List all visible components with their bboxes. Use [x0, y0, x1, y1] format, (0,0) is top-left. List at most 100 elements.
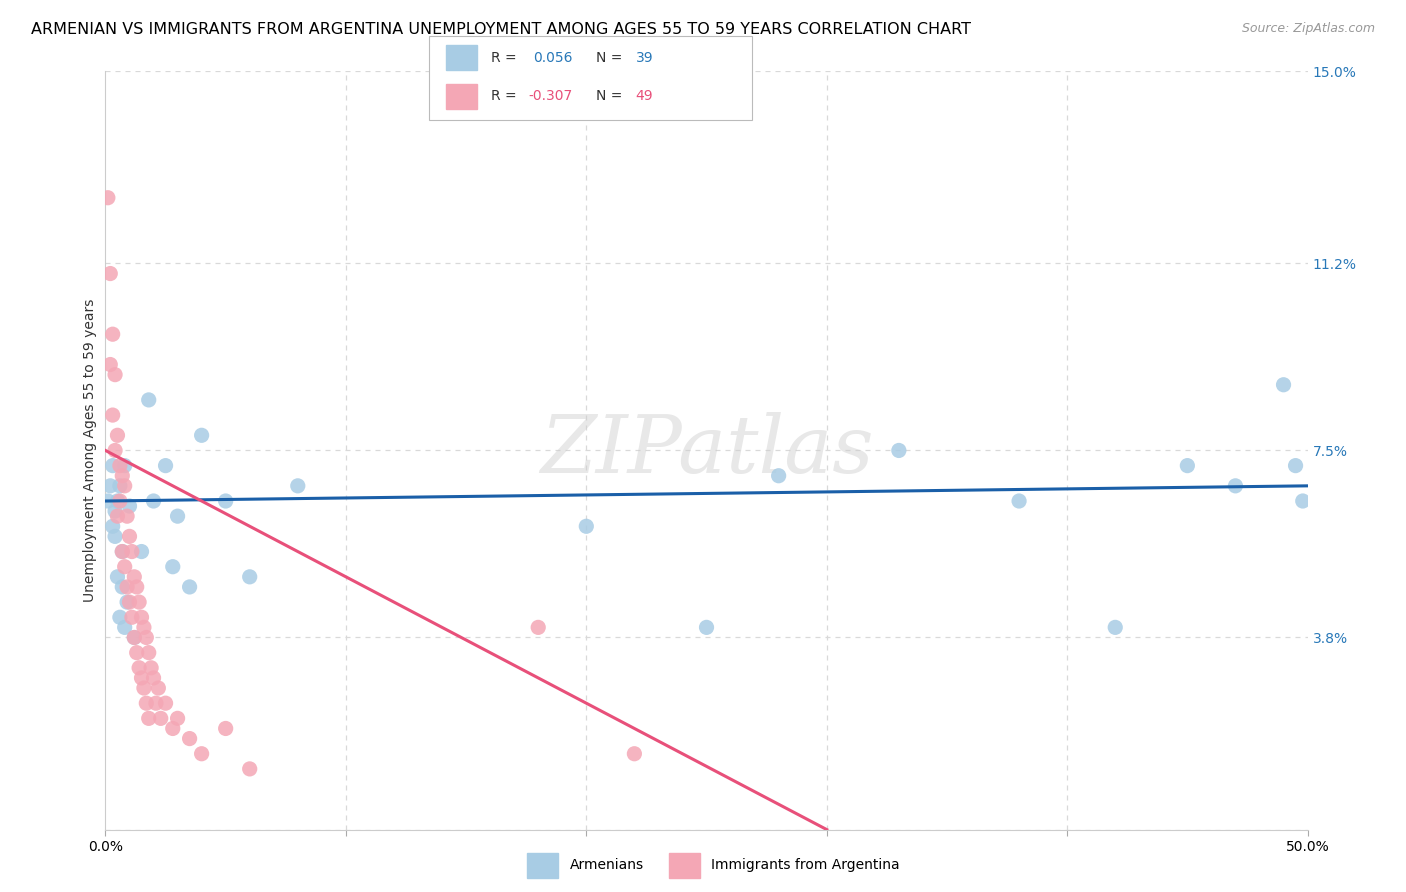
Point [138, 711, 160, 725]
Point [97, 191, 120, 205]
Text: ZIPatlas: ZIPatlas [540, 412, 873, 489]
Point [149, 711, 172, 725]
Point [128, 595, 150, 609]
Point [239, 570, 262, 584]
Point [121, 544, 143, 558]
Point [111, 468, 134, 483]
Point [97, 494, 120, 508]
Point [101, 519, 124, 533]
Point [114, 620, 136, 634]
Point [115, 580, 138, 594]
Text: Immigrants from Argentina: Immigrants from Argentina [711, 858, 900, 872]
Y-axis label: Unemployment Among Ages 55 to 59 years: Unemployment Among Ages 55 to 59 years [83, 299, 97, 602]
Point [125, 580, 148, 594]
Point [179, 580, 201, 594]
Point [214, 722, 236, 736]
Point [98, 358, 121, 372]
Point [166, 711, 188, 725]
Point [124, 631, 146, 645]
Point [128, 661, 150, 675]
Point [1225, 479, 1247, 493]
Point [162, 559, 184, 574]
Point [118, 529, 141, 543]
Point [118, 499, 141, 513]
Point [121, 610, 143, 624]
Point [108, 458, 131, 473]
Point [239, 762, 262, 776]
Point [1292, 494, 1315, 508]
Point [104, 529, 127, 543]
Point [111, 580, 134, 594]
Point [887, 443, 910, 458]
Text: 39: 39 [636, 51, 654, 65]
Point [108, 494, 131, 508]
Point [115, 509, 138, 524]
Text: 49: 49 [636, 89, 654, 103]
Point [132, 620, 155, 634]
Point [107, 428, 129, 442]
Point [1177, 458, 1199, 473]
Point [1272, 377, 1295, 392]
Point [98, 479, 121, 493]
Point [124, 570, 146, 584]
Point [135, 631, 157, 645]
Point [104, 504, 127, 518]
Text: Source: ZipAtlas.com: Source: ZipAtlas.com [1241, 22, 1375, 36]
Point [138, 392, 160, 407]
Text: R =: R = [491, 89, 520, 103]
Point [162, 722, 184, 736]
Point [190, 747, 212, 761]
Point [114, 458, 136, 473]
Point [131, 610, 153, 624]
Text: 0.056: 0.056 [533, 51, 572, 65]
Point [101, 408, 124, 422]
Point [142, 671, 165, 685]
Point [166, 509, 188, 524]
Point [214, 494, 236, 508]
Text: Armenians: Armenians [569, 858, 644, 872]
Point [1104, 620, 1126, 634]
Point [104, 368, 127, 382]
Text: -0.307: -0.307 [529, 89, 572, 103]
Point [131, 544, 153, 558]
Point [696, 620, 718, 634]
Point [115, 595, 138, 609]
Point [98, 267, 121, 281]
Text: R =: R = [491, 51, 524, 65]
Point [125, 646, 148, 660]
Point [135, 696, 157, 710]
Point [101, 327, 124, 342]
Point [155, 458, 177, 473]
Point [139, 661, 162, 675]
Point [124, 631, 146, 645]
Point [1284, 458, 1306, 473]
Point [114, 479, 136, 493]
Point [107, 494, 129, 508]
Point [108, 479, 131, 493]
Point [111, 544, 134, 558]
Point [527, 620, 550, 634]
Point [179, 731, 201, 746]
Point [575, 519, 598, 533]
Point [190, 428, 212, 442]
Point [145, 696, 167, 710]
Point [155, 696, 177, 710]
Text: ARMENIAN VS IMMIGRANTS FROM ARGENTINA UNEMPLOYMENT AMONG AGES 55 TO 59 YEARS COR: ARMENIAN VS IMMIGRANTS FROM ARGENTINA UN… [31, 22, 972, 37]
Point [1008, 494, 1031, 508]
Point [148, 681, 170, 695]
Point [114, 559, 136, 574]
Point [132, 681, 155, 695]
Point [623, 747, 645, 761]
Point [107, 509, 129, 524]
Text: N =: N = [596, 89, 627, 103]
Point [111, 544, 134, 558]
Point [142, 494, 165, 508]
Point [768, 468, 790, 483]
Point [138, 646, 160, 660]
Point [131, 671, 153, 685]
Point [287, 479, 309, 493]
Point [104, 443, 127, 458]
Text: N =: N = [596, 51, 627, 65]
Point [107, 570, 129, 584]
Point [101, 458, 124, 473]
